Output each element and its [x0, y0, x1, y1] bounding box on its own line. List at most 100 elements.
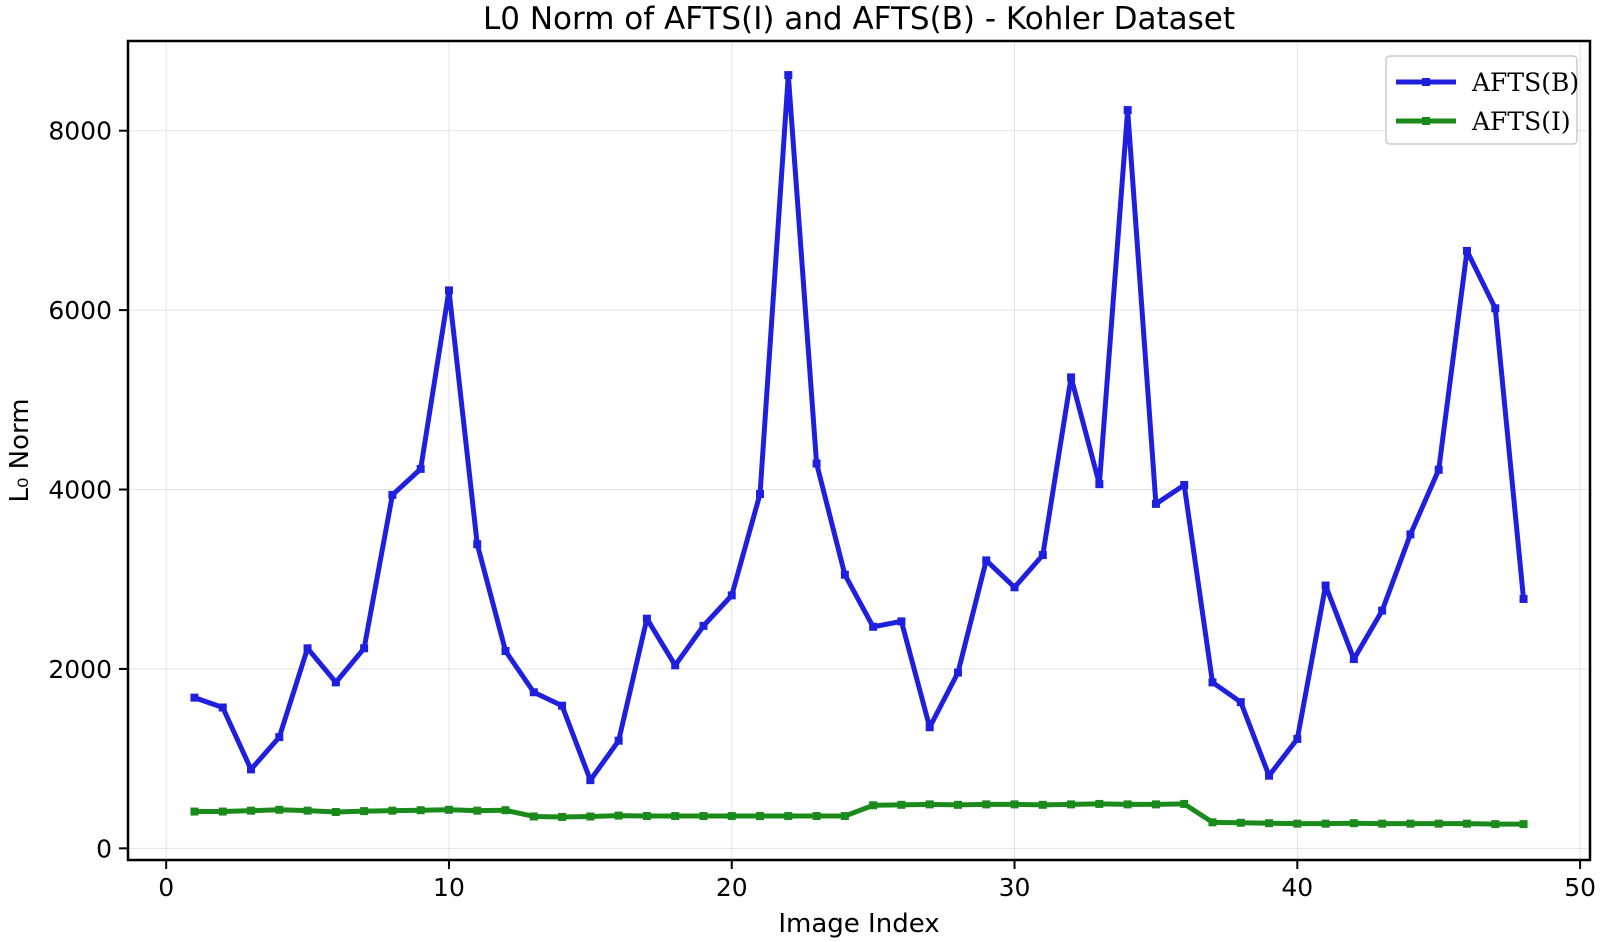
data-point [1123, 106, 1132, 115]
data-point [247, 765, 256, 774]
data-point [1180, 481, 1189, 490]
data-point [1265, 819, 1274, 828]
legend-marker [1422, 78, 1430, 86]
data-point [1038, 800, 1047, 809]
data-point [275, 733, 284, 742]
data-point [756, 490, 765, 499]
data-point [218, 807, 227, 816]
data-point [727, 812, 736, 821]
data-point [1010, 800, 1019, 809]
data-point [1236, 818, 1245, 827]
data-point [784, 71, 793, 80]
ticks-layer: 0 10 20 30 40 50 0 2000 4000 6000 8000 [48, 117, 1596, 902]
data-point [1265, 771, 1274, 780]
data-point [331, 808, 340, 817]
series-line-0 [191, 72, 1527, 783]
data-point [190, 807, 199, 816]
y-tick-label: 8000 [48, 117, 112, 146]
series-layer [190, 71, 1528, 829]
y-tick-label: 2000 [48, 655, 112, 684]
data-point [812, 812, 821, 821]
legend-label: AFTS(I) [1471, 107, 1571, 136]
data-point [1095, 799, 1104, 808]
data-point [1462, 246, 1471, 255]
data-point [1151, 499, 1160, 508]
data-point [388, 490, 397, 499]
data-point [586, 812, 595, 821]
data-point [529, 812, 538, 821]
y-tick-label: 0 [96, 834, 112, 863]
data-point [501, 646, 510, 655]
data-point [444, 805, 453, 814]
data-point [303, 806, 312, 815]
data-point [1010, 583, 1019, 592]
data-point [1180, 799, 1189, 808]
data-point [614, 811, 623, 820]
data-point [1519, 594, 1528, 603]
data-point [840, 812, 849, 821]
plot-frame [126, 39, 1592, 862]
data-point [1406, 530, 1415, 539]
chart-title: L0 Norm of AFTS(I) and AFTS(B) - Kohler … [483, 1, 1235, 37]
data-point [897, 800, 906, 809]
data-point [812, 459, 821, 468]
data-point [388, 806, 397, 815]
data-point [1293, 819, 1302, 828]
y-axis-label: L₀ Norm [5, 398, 35, 502]
data-point [925, 800, 934, 809]
data-point [473, 806, 482, 815]
x-tick-label: 10 [433, 873, 465, 902]
data-point [218, 703, 227, 712]
data-point [1208, 818, 1217, 827]
data-point [953, 668, 962, 677]
data-point [1236, 698, 1245, 707]
data-point [869, 622, 878, 631]
data-point [1378, 819, 1387, 828]
data-point [1151, 800, 1160, 809]
data-point [558, 812, 567, 821]
x-tick-label: 20 [716, 873, 748, 902]
data-point [1321, 819, 1330, 828]
data-point [642, 812, 651, 821]
grid [128, 41, 1590, 860]
data-point [247, 806, 256, 815]
data-point [840, 570, 849, 579]
data-point [1349, 655, 1358, 664]
data-point [473, 540, 482, 549]
legend-label: AFTS(B) [1471, 68, 1579, 97]
data-point [982, 800, 991, 809]
y-tick-label: 4000 [48, 476, 112, 505]
data-point [727, 591, 736, 600]
x-tick-label: 0 [158, 873, 174, 902]
x-tick-label: 40 [1281, 873, 1313, 902]
data-point [1123, 800, 1132, 809]
data-point [416, 806, 425, 815]
data-point [1038, 551, 1047, 560]
data-point [953, 800, 962, 809]
legend-marker [1422, 117, 1430, 125]
x-axis-label: Image Index [778, 909, 939, 939]
data-point [416, 464, 425, 473]
x-tick-label: 30 [999, 873, 1031, 902]
data-point [699, 621, 708, 630]
data-point [331, 678, 340, 687]
series-line-1 [191, 801, 1527, 827]
data-point [360, 807, 369, 816]
data-point [1519, 820, 1528, 829]
data-point [558, 701, 567, 710]
data-point [1067, 373, 1076, 382]
data-point [699, 812, 708, 821]
data-point [1378, 606, 1387, 615]
data-point [1095, 480, 1104, 489]
data-point [642, 614, 651, 623]
data-point [1067, 800, 1076, 809]
data-point [897, 617, 906, 626]
x-tick-label: 50 [1564, 873, 1596, 902]
data-point [982, 556, 991, 565]
data-point [444, 286, 453, 295]
data-point [1208, 678, 1217, 687]
legend: AFTS(B) AFTS(I) [1385, 55, 1579, 145]
data-point [1406, 819, 1415, 828]
data-point [1434, 465, 1443, 474]
